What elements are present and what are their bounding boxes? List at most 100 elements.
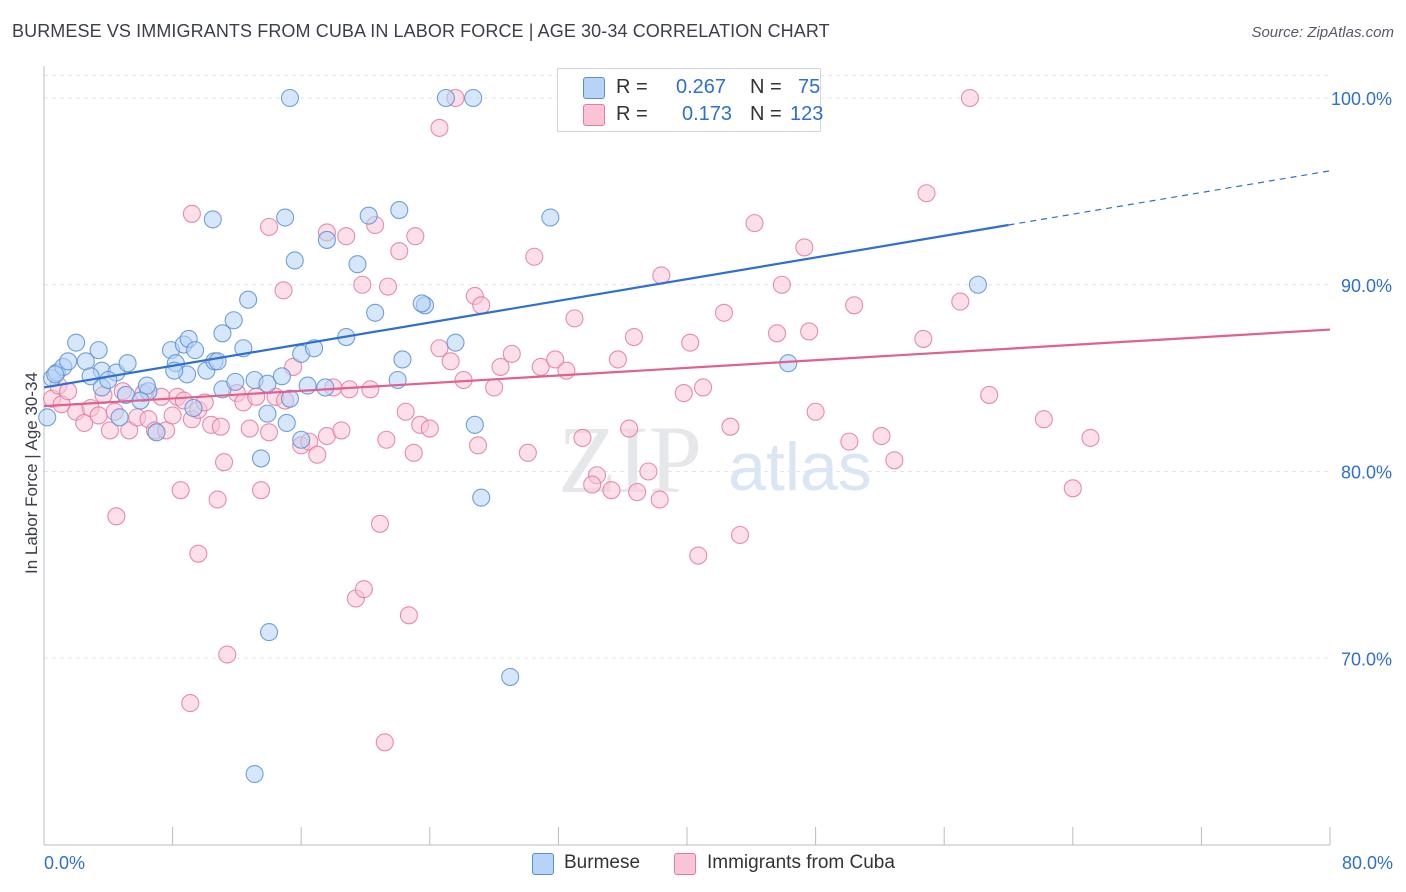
burmese-trend-extension	[1008, 170, 1331, 226]
burmese-point	[259, 623, 279, 642]
cuba-point	[583, 475, 602, 494]
cuba-point	[171, 481, 190, 500]
burmese-point	[366, 303, 385, 322]
burmese-trend-line	[43, 223, 1009, 389]
burmese-point	[464, 88, 483, 108]
cuba-point	[714, 303, 734, 322]
cuba-trend-line	[43, 328, 1331, 408]
cuba-point	[211, 417, 230, 436]
cuba-point	[721, 417, 740, 436]
y-tick-label: 70.0%	[1341, 649, 1392, 669]
cuba-point	[89, 406, 108, 425]
cuba-point	[1063, 479, 1082, 498]
cuba-point	[650, 490, 669, 509]
burmese-point	[280, 389, 299, 408]
burmese-point	[968, 275, 988, 294]
cuba-point	[404, 443, 423, 462]
cuba-point	[694, 378, 713, 397]
burmese-point	[292, 430, 311, 449]
y-axis-label: In Labor Force | Age 30-34	[22, 372, 41, 574]
source-credit: Source: ZipAtlas.com	[1251, 24, 1394, 41]
cuba-point	[885, 451, 904, 470]
cuba-point	[767, 324, 787, 343]
cuba-point	[681, 333, 700, 352]
burmese-point	[186, 341, 205, 360]
cuba-point	[396, 402, 415, 421]
cuba-point	[430, 339, 449, 358]
cuba-point	[370, 514, 390, 533]
burmese-point	[348, 255, 367, 274]
cuba-point	[525, 247, 544, 266]
correlation-legend: R = 0.267 N = 75 R = 0.173 N = 123	[557, 68, 823, 132]
burmese-point	[137, 376, 156, 395]
burmese-point	[412, 294, 431, 313]
cuba-point	[628, 482, 647, 502]
burmese-point	[147, 423, 166, 442]
cuba-point	[354, 580, 373, 599]
burmese-point	[245, 764, 264, 784]
cuba-point	[485, 378, 504, 397]
cuba-point	[772, 275, 791, 294]
cuba-point	[441, 352, 460, 371]
cuba-point	[840, 432, 859, 451]
burmese-point	[67, 333, 86, 352]
y-tick-label: 90.0%	[1341, 276, 1392, 296]
y-tick-label: 80.0%	[1341, 463, 1392, 483]
cuba-point	[531, 357, 550, 376]
legend-r-value: 0.173	[682, 102, 733, 125]
legend-r-label: R =	[616, 75, 648, 98]
cuba-point	[182, 204, 201, 223]
cuba-point	[472, 296, 491, 315]
cuba-point	[214, 453, 234, 472]
burmese-point	[277, 413, 296, 433]
cuba-point	[620, 419, 639, 438]
legend-r-label: R =	[616, 102, 648, 125]
burmese-point	[305, 339, 324, 358]
legend-swatch-burmese	[583, 77, 605, 99]
cuba-point	[546, 350, 565, 369]
cuba-point	[353, 275, 372, 294]
legend-n-label: N =	[750, 75, 782, 98]
cuba-point	[259, 423, 279, 442]
burmese-point	[285, 251, 304, 270]
cuba-point	[951, 292, 970, 311]
cuba-point	[565, 309, 584, 328]
cuba-point	[980, 385, 999, 404]
burmese-point	[89, 341, 108, 360]
burmese-point	[541, 208, 560, 227]
burmese-point	[99, 370, 118, 390]
cuba-point	[917, 184, 936, 203]
axes	[43, 66, 1331, 846]
cuba-point	[745, 214, 764, 233]
cuba-point	[491, 357, 510, 376]
burmese-point	[272, 367, 291, 386]
burmese-point	[258, 404, 277, 423]
tick-labels: 70.0% 80.0% 90.0% 100.0% 0.0% 80.0%	[44, 89, 1393, 873]
legend-n-value: 75	[798, 75, 821, 98]
cuba-point	[795, 238, 814, 257]
cuba-point	[674, 384, 693, 403]
cuba-point	[639, 462, 658, 481]
burmese-point	[226, 372, 245, 391]
cuba-point	[337, 227, 356, 246]
burmese-point	[276, 208, 295, 227]
cuba-point	[100, 421, 119, 440]
burmese-point	[110, 408, 129, 427]
burmese-point	[317, 230, 336, 249]
cuba-point	[845, 296, 864, 315]
cuba-point	[608, 350, 627, 369]
watermark: ZIP atlas	[558, 406, 872, 513]
bottom-legend-burmese: Burmese	[564, 852, 641, 873]
trend-lines	[43, 170, 1331, 408]
cuba-point	[1081, 428, 1100, 447]
cuba-point	[468, 436, 488, 455]
cuba-point	[75, 413, 94, 433]
cuba-point	[240, 419, 259, 438]
burmese-point	[208, 352, 227, 371]
bottom-legend-swatch-burmese	[532, 853, 554, 875]
burmese-point	[359, 206, 378, 225]
y-tick-label: 100.0%	[1331, 89, 1392, 109]
cuba-point	[208, 490, 227, 509]
burmese-point	[472, 488, 491, 507]
